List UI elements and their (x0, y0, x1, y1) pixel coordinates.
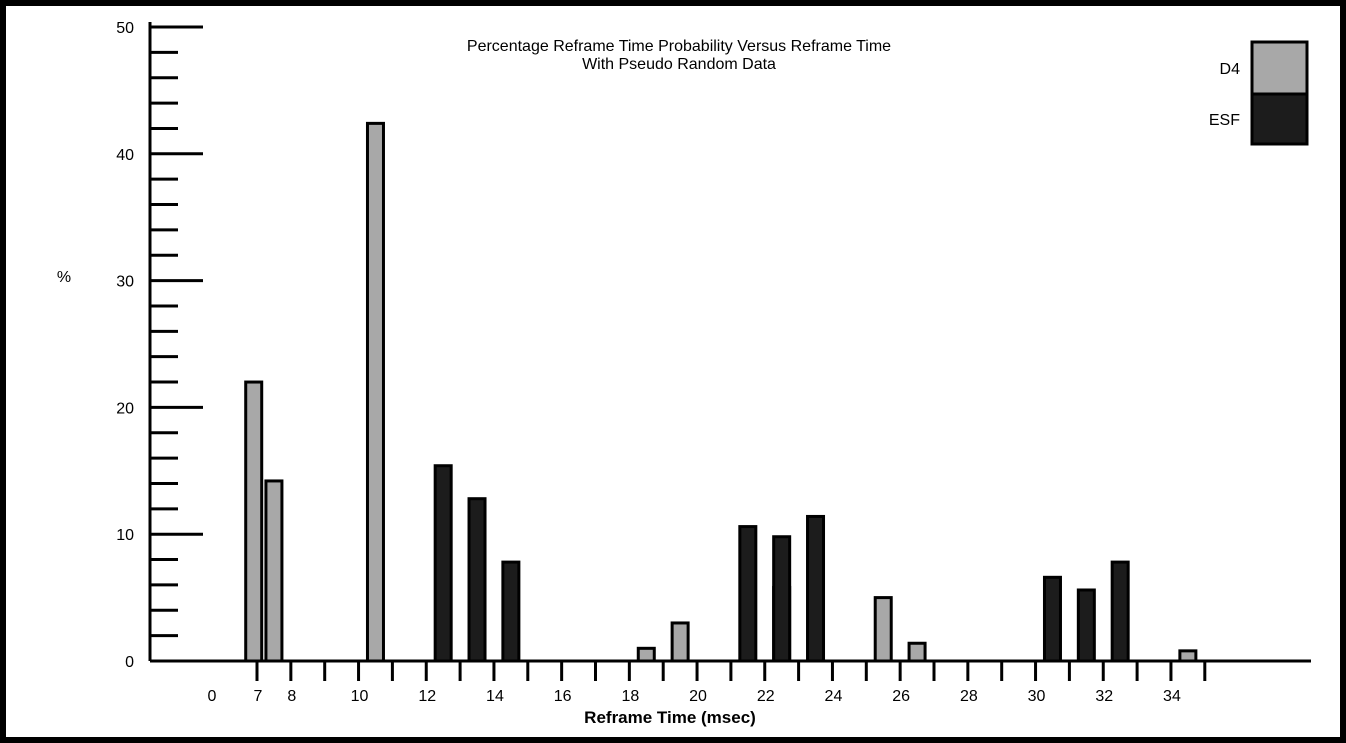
bar-d4 (264, 479, 284, 663)
bar-d4 (244, 380, 264, 663)
legend-swatch-d4 (1250, 40, 1309, 96)
bar-esf (1076, 588, 1096, 663)
y-tick-label: 30 (116, 274, 134, 291)
x-tick-label: 14 (486, 688, 504, 705)
x-axis-label: Reframe Time (msec) (584, 708, 756, 727)
bar-d4 (873, 596, 893, 663)
x-tick-label: 28 (960, 688, 978, 705)
bar-esf (467, 497, 487, 663)
x-tick-label: 0 (208, 688, 217, 705)
y-tick-label: 10 (116, 527, 134, 544)
bar-esf (433, 464, 453, 663)
bar-chart: Percentage Reframe Time Probability Vers… (57, 20, 1311, 727)
bar-d4 (365, 121, 385, 663)
x-tick-label: 34 (1163, 688, 1181, 705)
x-tick-label: 7 (254, 688, 263, 705)
bar-d4 (907, 641, 927, 663)
legend-swatch-esf (1250, 92, 1309, 146)
x-tick-label: 30 (1028, 688, 1046, 705)
x-tick-label: 24 (825, 688, 843, 705)
x-tick-label: 18 (621, 688, 639, 705)
legend-label-d4: D4 (1220, 61, 1241, 78)
x-tick-label: 12 (418, 688, 436, 705)
x-tick-label: 8 (287, 688, 296, 705)
bar-esf (772, 535, 792, 663)
x-axis: 0 7 8 10 12 14 16 18 20 22 24 26 28 30 32 34 (150, 659, 1311, 705)
y-tick-label: 50 (116, 20, 134, 37)
bar-esf (1110, 560, 1130, 663)
chart-title: Percentage Reframe Time Probability Vers… (467, 38, 891, 55)
bar-esf (738, 525, 758, 663)
x-tick-label: 26 (892, 688, 910, 705)
bar-esf (501, 560, 521, 663)
y-axis: 0 10 20 30 40 50 (116, 20, 203, 671)
bars (244, 121, 1198, 663)
y-tick-label: 40 (116, 147, 134, 164)
bar-d4 (636, 646, 656, 663)
bar-esf (1042, 575, 1062, 663)
y-tick-label: 0 (125, 654, 134, 671)
legend-label-esf: ESF (1209, 112, 1240, 129)
x-tick-label: 10 (351, 688, 369, 705)
bar-d4 (670, 621, 690, 663)
chart-subtitle: With Pseudo Random Data (582, 56, 776, 73)
y-tick-label: 20 (116, 400, 134, 417)
x-tick-label: 22 (757, 688, 775, 705)
x-tick-label: 16 (554, 688, 572, 705)
y-axis-label: % (57, 269, 71, 286)
bar-d4 (1178, 649, 1198, 663)
x-tick-label: 32 (1095, 688, 1113, 705)
legend: D4 ESF (1209, 40, 1309, 146)
x-tick-label: 20 (689, 688, 707, 705)
bar-esf (806, 514, 826, 663)
